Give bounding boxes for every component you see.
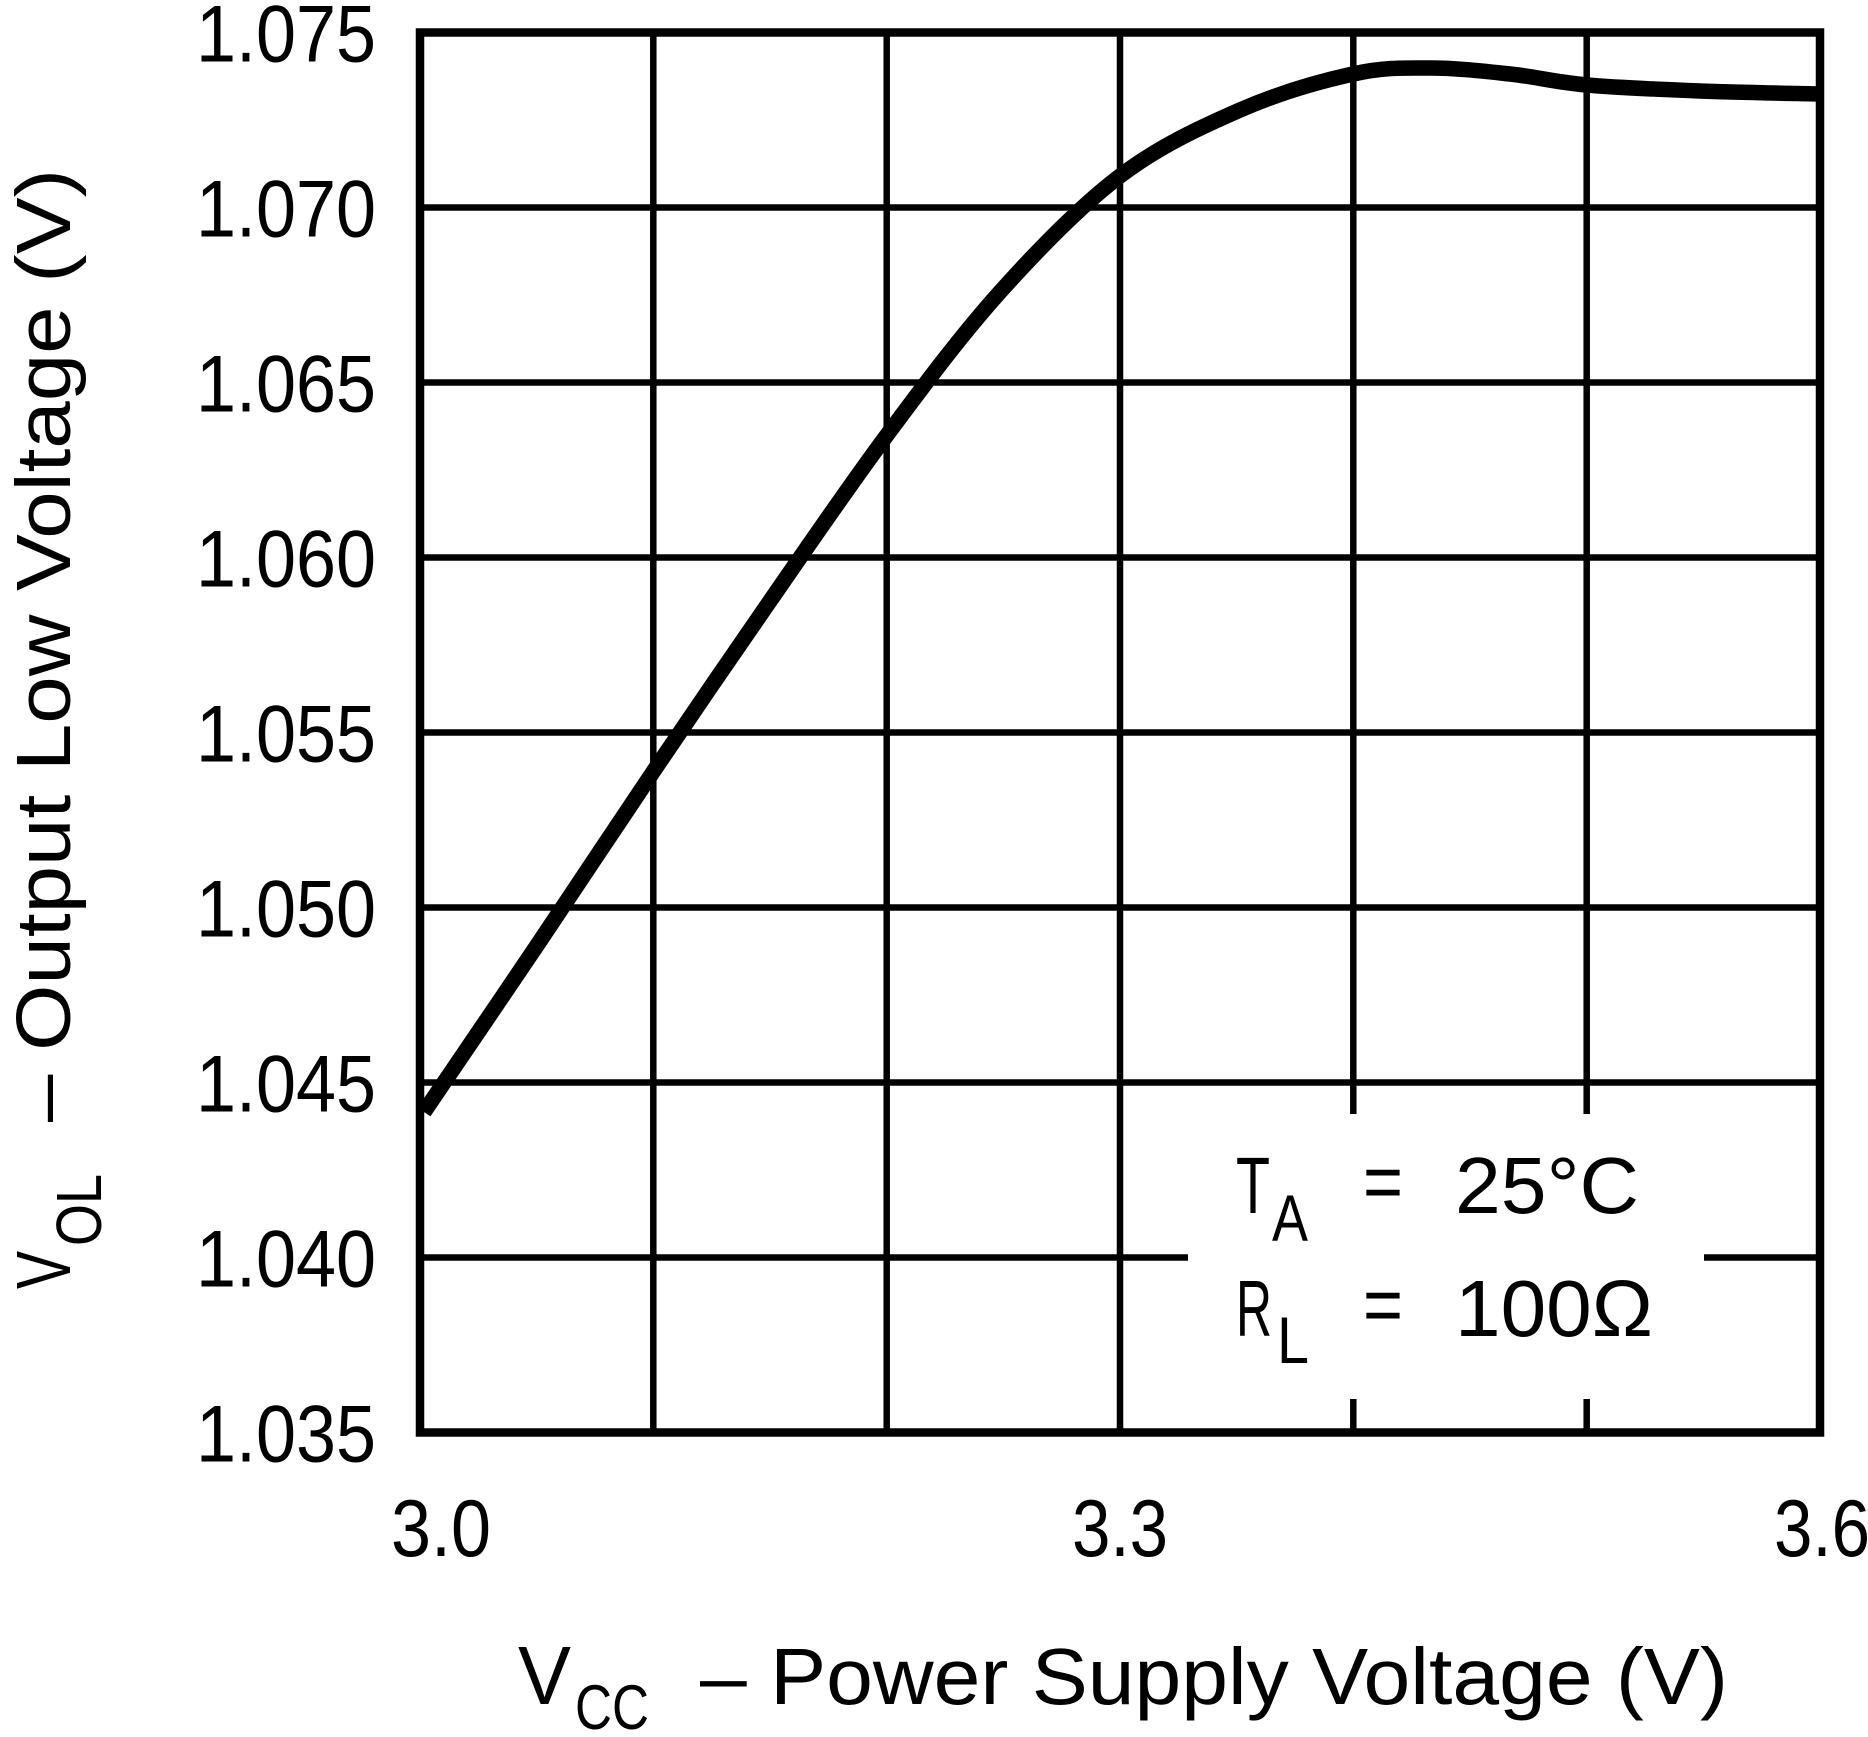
svg-text:1.065: 1.065 — [196, 340, 376, 430]
svg-text:– Power Supply Voltage (V): – Power Supply Voltage (V) — [700, 1632, 1728, 1721]
svg-text:1.045: 1.045 — [196, 1040, 376, 1130]
svg-text:=: = — [1363, 1260, 1403, 1349]
svg-text:1.060: 1.060 — [196, 515, 376, 605]
svg-text:CC: CC — [575, 1673, 649, 1737]
svg-text:1.075: 1.075 — [196, 0, 376, 80]
svg-text:1.055: 1.055 — [196, 690, 376, 780]
svg-text:V: V — [518, 1629, 571, 1722]
svg-text:R: R — [1236, 1264, 1272, 1353]
svg-text:1.035: 1.035 — [196, 1390, 376, 1480]
svg-text:1.070: 1.070 — [196, 165, 376, 255]
svg-text:T: T — [1236, 1141, 1270, 1230]
svg-text:3.3: 3.3 — [1072, 1484, 1168, 1574]
svg-text:100Ω: 100Ω — [1455, 1264, 1653, 1353]
svg-text:– Output Low Voltage (V): – Output Low Voltage (V) — [1, 169, 87, 1122]
svg-text:3.6: 3.6 — [1774, 1484, 1868, 1574]
svg-text:1.040: 1.040 — [196, 1215, 376, 1305]
svg-text:25°C: 25°C — [1455, 1141, 1639, 1230]
svg-text:L: L — [1277, 1303, 1309, 1377]
svg-text:3.0: 3.0 — [391, 1484, 491, 1574]
svg-text:V: V — [1, 1251, 87, 1289]
svg-text:OL: OL — [43, 1174, 115, 1246]
svg-text:1.050: 1.050 — [196, 865, 376, 955]
svg-text:=: = — [1363, 1137, 1403, 1226]
svg-text:A: A — [1272, 1181, 1308, 1255]
